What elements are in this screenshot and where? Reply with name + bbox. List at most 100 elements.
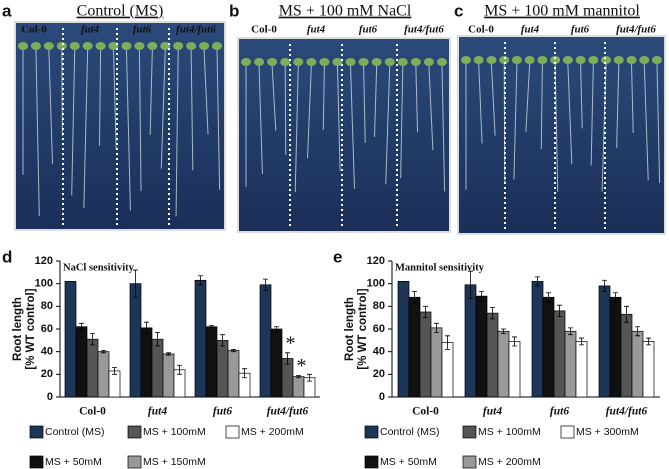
error-bar — [423, 305, 428, 319]
cotyledon — [652, 56, 662, 64]
root — [35, 49, 40, 217]
cotyledon — [18, 42, 28, 50]
genotype-label: fut4 — [307, 24, 326, 36]
root — [284, 65, 287, 155]
bar — [575, 341, 588, 398]
legend-label: Control (MS) — [380, 426, 440, 438]
error-bar — [133, 269, 138, 298]
root — [216, 49, 221, 190]
x-tick-label: fut4/fut6 — [606, 406, 648, 418]
root — [415, 65, 419, 133]
root — [363, 65, 366, 143]
y-axis-label: Root length — [344, 297, 356, 361]
cotyledon — [319, 58, 330, 66]
error-bar — [445, 335, 450, 350]
x-tick-label: fut6 — [550, 406, 569, 418]
genotype-label: fut4/fut6 — [404, 24, 444, 36]
error-bar — [155, 332, 160, 347]
bar — [553, 310, 566, 398]
root — [643, 63, 649, 181]
bar — [75, 326, 88, 398]
root — [441, 65, 446, 192]
cotyledon — [332, 58, 343, 66]
cotyledon — [173, 42, 184, 50]
y-tick-label: 80 — [41, 300, 53, 312]
y-tick-label: 120 — [367, 255, 385, 267]
root — [175, 49, 179, 217]
bar — [397, 281, 410, 398]
error-bar — [646, 337, 651, 346]
genotype-label: fut6 — [359, 24, 378, 36]
root — [385, 65, 391, 185]
bar — [609, 296, 622, 398]
error-bar — [579, 337, 584, 346]
genotype-label: Col-0 — [468, 24, 494, 36]
bar — [140, 327, 153, 398]
error-bar — [602, 279, 607, 292]
root — [631, 63, 634, 133]
cotyledon — [212, 42, 222, 50]
genotype-label: Col-0 — [21, 24, 47, 36]
y-tick-label: 120 — [35, 255, 53, 267]
x-tick-label: fut6 — [213, 406, 232, 418]
root — [656, 63, 661, 184]
cotyledon — [147, 42, 158, 50]
legend-label: MS + 50mM — [380, 456, 437, 468]
legend-swatch — [560, 425, 575, 439]
bar — [642, 341, 655, 398]
y-tick-label: 40 — [41, 346, 53, 358]
y-tick-label: 40 — [373, 346, 385, 358]
legend-label: MS + 200mM — [478, 456, 541, 468]
y-tick-label: 80 — [373, 300, 385, 312]
cotyledon — [626, 56, 637, 64]
x-tick-label: fut4 — [148, 406, 167, 418]
error-bar — [285, 352, 290, 365]
error-bar — [101, 350, 106, 354]
cotyledon — [397, 58, 408, 66]
bar — [542, 296, 555, 398]
root — [48, 49, 54, 165]
panel-title: MS + 100 mM mannitol — [484, 3, 640, 20]
bar — [259, 284, 272, 398]
legend-label: MS + 300mM — [576, 426, 639, 438]
bar — [162, 353, 175, 398]
y-axis-label: Root length — [12, 297, 24, 361]
genotype-label: fut4/fut6 — [176, 24, 216, 36]
error-bar — [512, 336, 517, 347]
root — [478, 63, 483, 144]
error-bar — [434, 322, 439, 333]
root — [203, 49, 209, 135]
error-bar — [613, 292, 618, 303]
cotyledon — [562, 56, 573, 64]
genotype-label: Col-0 — [251, 24, 277, 36]
bar — [129, 283, 142, 398]
bar — [475, 295, 488, 398]
root — [513, 63, 518, 180]
plate-photo — [457, 35, 666, 235]
panel-title: MS + 100 mM NaCl — [279, 3, 412, 20]
x-tick-label: fut4 — [483, 406, 502, 418]
y-tick-label: 60 — [41, 323, 53, 335]
bar — [108, 370, 121, 398]
cotyledon — [410, 58, 421, 66]
error-bar — [490, 307, 495, 320]
bar — [64, 281, 77, 398]
cotyledon — [186, 42, 197, 50]
cotyledon — [601, 56, 612, 64]
root — [294, 65, 299, 193]
root — [138, 49, 142, 192]
cotyledon — [121, 42, 132, 50]
error-bar — [220, 334, 225, 347]
error-bar — [112, 367, 117, 375]
root — [71, 49, 76, 196]
cotyledon — [241, 58, 251, 66]
cotyledon — [280, 58, 291, 66]
root — [83, 49, 89, 209]
panel-letter: e — [333, 247, 342, 266]
bar — [564, 330, 577, 398]
root — [567, 63, 573, 165]
root — [271, 65, 277, 131]
bar — [441, 342, 454, 398]
cotyledon — [306, 58, 317, 66]
